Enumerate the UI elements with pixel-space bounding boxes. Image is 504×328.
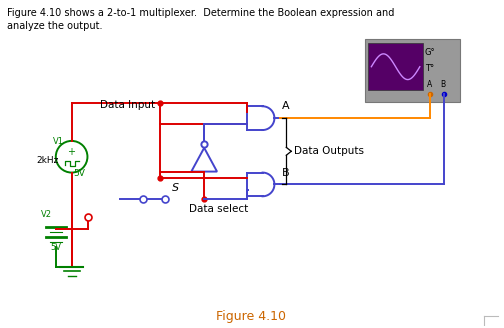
Text: Figure 4.10: Figure 4.10 (216, 310, 286, 323)
Text: Data select: Data select (190, 204, 248, 214)
Text: A: A (427, 80, 432, 89)
FancyBboxPatch shape (368, 43, 423, 91)
Text: Data Input: Data Input (100, 100, 155, 110)
FancyBboxPatch shape (365, 39, 460, 102)
Text: B: B (282, 168, 290, 177)
Text: Data Outputs: Data Outputs (294, 146, 364, 156)
Text: B: B (440, 80, 446, 89)
Text: T°: T° (425, 64, 434, 73)
Text: 5V: 5V (74, 169, 86, 177)
Text: Figure 4.10 shows a 2-to-1 multiplexer.  Determine the Boolean expression and: Figure 4.10 shows a 2-to-1 multiplexer. … (8, 8, 395, 18)
Text: +: + (67, 147, 75, 157)
Text: V1: V1 (53, 137, 64, 146)
Text: S: S (171, 183, 178, 194)
Text: analyze the output.: analyze the output. (8, 21, 103, 31)
Text: V2: V2 (41, 210, 52, 219)
Text: 5V: 5V (51, 243, 62, 252)
Text: A: A (282, 101, 290, 111)
Text: G°: G° (425, 48, 435, 57)
Text: 2kHz: 2kHz (36, 156, 58, 165)
